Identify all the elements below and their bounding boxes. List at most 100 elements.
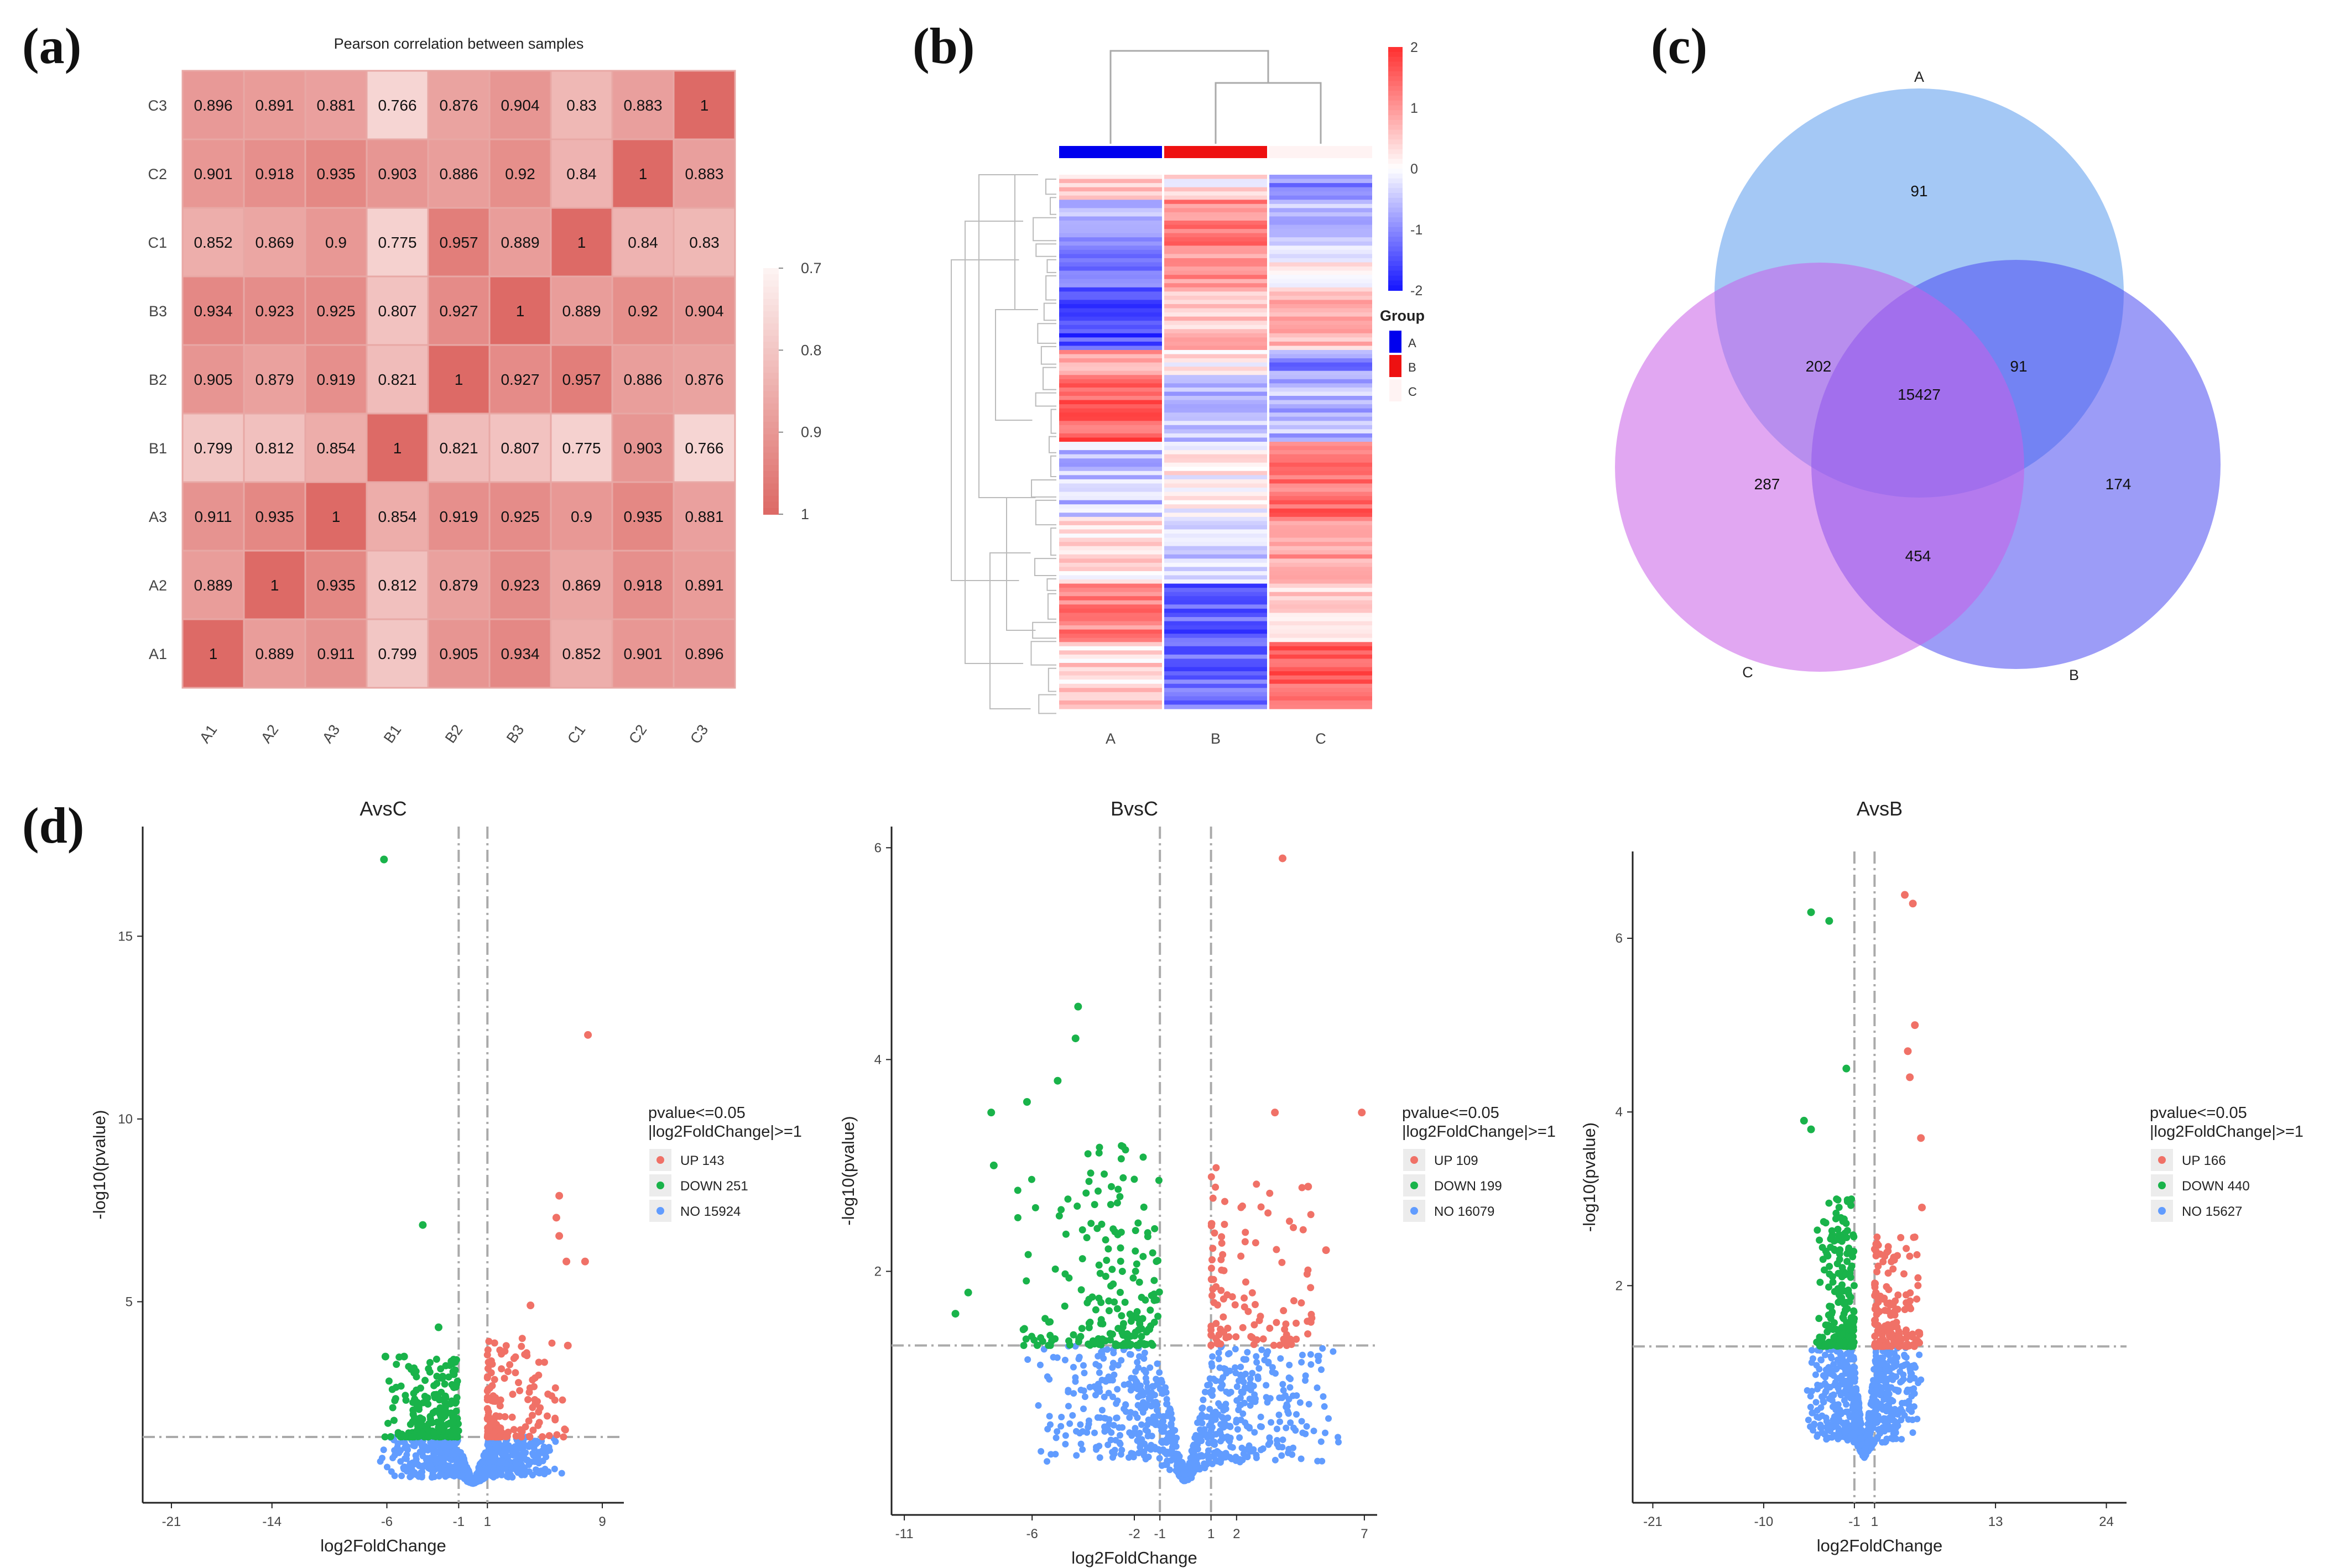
colorbar-segment — [763, 373, 779, 380]
cell-value: 0.854 — [316, 440, 355, 457]
point-down-regulated — [1118, 1267, 1126, 1275]
scale-segment — [1388, 227, 1403, 233]
point-down-regulated — [1133, 1314, 1141, 1322]
heatmap-row-cell — [1059, 387, 1162, 393]
point-not-significant — [1081, 1370, 1088, 1377]
colorbar-segment — [763, 311, 779, 318]
point-not-significant — [1095, 1352, 1102, 1360]
point-not-significant — [1209, 1353, 1216, 1360]
scale-segment — [1388, 149, 1403, 155]
row-dendrogram-branch — [1050, 409, 1056, 434]
cell-value: 0.812 — [255, 440, 294, 457]
heatmap-row-cell — [1059, 212, 1162, 217]
point-up-regulated — [1307, 1318, 1315, 1326]
point-up-regulated — [1911, 1021, 1919, 1029]
point-up-regulated — [545, 1432, 553, 1440]
point-not-significant — [1134, 1382, 1141, 1389]
point-up-regulated — [501, 1413, 509, 1420]
point-not-significant — [1887, 1414, 1894, 1421]
point-not-significant — [1168, 1423, 1175, 1430]
heatmap-row-cell — [1059, 675, 1162, 680]
point-down-regulated — [1039, 1337, 1046, 1345]
cell-value: 0.903 — [378, 165, 416, 182]
point-not-significant — [1144, 1384, 1151, 1391]
point-up-regulated — [1212, 1183, 1220, 1191]
row-dendrogram-branch — [1035, 499, 1056, 526]
point-not-significant — [1235, 1407, 1242, 1414]
point-up-regulated — [1901, 891, 1909, 899]
point-down-regulated — [393, 1361, 400, 1368]
point-not-significant — [1822, 1388, 1830, 1395]
point-down-regulated — [1024, 1251, 1032, 1258]
cell-value: 0.92 — [628, 302, 658, 320]
point-not-significant — [1319, 1345, 1326, 1352]
point-up-regulated — [1220, 1313, 1227, 1321]
point-up-regulated — [1280, 1339, 1288, 1346]
heatmap-row-cell — [1059, 312, 1162, 317]
heatmap-row-cell — [1164, 537, 1267, 542]
point-not-significant — [1303, 1423, 1310, 1430]
heatmap-row-cell — [1059, 483, 1162, 488]
heatmap-row-cell — [1059, 604, 1162, 609]
colorbar-segment — [763, 336, 779, 343]
point-not-significant — [452, 1447, 459, 1454]
point-down-regulated — [1820, 1218, 1827, 1226]
heatmap-row-cell — [1164, 329, 1267, 334]
point-not-significant — [1264, 1399, 1271, 1406]
point-not-significant — [1807, 1393, 1814, 1400]
point-not-significant — [1893, 1435, 1900, 1442]
cell-value: 0.869 — [255, 234, 294, 251]
heatmap-row-cell — [1059, 362, 1162, 367]
heatmap-row-cell — [1164, 245, 1267, 250]
colorbar-segment — [763, 452, 779, 459]
group-bar-b — [1164, 146, 1267, 158]
point-not-significant — [1317, 1438, 1325, 1445]
scale-segment — [1388, 91, 1403, 96]
heatmap-row-cell — [1269, 412, 1372, 417]
colorbar-segment — [763, 508, 779, 515]
heatmap-row-cell — [1164, 608, 1267, 614]
row-dendrogram-branch — [1048, 436, 1056, 453]
point-up-regulated — [1231, 1301, 1239, 1309]
point-not-significant — [1307, 1361, 1315, 1368]
y-tick-label: 5 — [126, 1294, 133, 1309]
heatmap-row-cell — [1269, 688, 1372, 693]
point-down-regulated — [441, 1380, 449, 1388]
heatmap-row-cell — [1164, 295, 1267, 301]
heatmap-row-cell — [1059, 592, 1162, 597]
point-not-significant — [1268, 1419, 1275, 1426]
point-down-regulated — [1109, 1280, 1117, 1288]
point-not-significant — [1283, 1401, 1290, 1408]
point-not-significant — [1101, 1393, 1108, 1400]
heatmap-row-cell — [1059, 442, 1162, 447]
heatmap-row-cell — [1059, 542, 1162, 547]
heatmap-row-cell — [1269, 692, 1372, 697]
point-not-significant — [1910, 1403, 1917, 1410]
point-down-regulated — [1807, 908, 1815, 916]
point-not-significant — [409, 1468, 416, 1476]
point-up-regulated — [1221, 1221, 1228, 1229]
heatmap-row-cell — [1164, 287, 1267, 292]
point-not-significant — [1814, 1433, 1821, 1440]
point-down-regulated — [1119, 1143, 1127, 1151]
row-dendrogram-branch — [1045, 275, 1056, 301]
point-not-significant — [1139, 1409, 1147, 1416]
point-up-regulated — [524, 1395, 532, 1403]
heatmap-row-cell — [1164, 579, 1267, 584]
heatmap-row-cell — [1269, 521, 1372, 526]
heatmap-cell — [427, 550, 491, 620]
point-not-significant — [1166, 1430, 1173, 1437]
point-up-regulated — [564, 1341, 572, 1350]
point-not-significant — [519, 1465, 526, 1472]
point-up-regulated — [1232, 1333, 1240, 1341]
point-not-significant — [1118, 1446, 1125, 1454]
x-tick-label: 9 — [598, 1514, 606, 1529]
legend-title: pvalue<=0.05 — [1402, 1104, 1499, 1122]
x-tick-label: -6 — [1026, 1527, 1038, 1541]
point-not-significant — [1200, 1396, 1207, 1403]
colorbar-segment — [763, 416, 779, 423]
heatmap-row-cell — [1269, 341, 1372, 347]
point-not-significant — [1277, 1355, 1284, 1362]
point-down-regulated — [1849, 1324, 1857, 1331]
point-not-significant — [1122, 1401, 1129, 1408]
